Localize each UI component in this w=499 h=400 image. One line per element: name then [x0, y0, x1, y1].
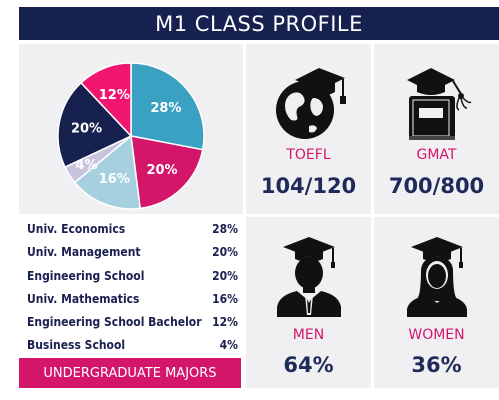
- pie-slice-label: 16%: [99, 172, 130, 187]
- women-label: WOMEN: [408, 327, 465, 343]
- legend-row: Univ. Economics 28%: [27, 218, 238, 241]
- legend-value: 16%: [212, 291, 238, 306]
- gmat-label: GMAT: [416, 147, 457, 163]
- toefl-value: 104/120: [260, 174, 357, 198]
- pie-slice-label: 20%: [146, 163, 177, 178]
- pie-slice: [130, 135, 204, 210]
- pie-slice: [130, 62, 205, 151]
- legend-label: Univ. Management: [27, 245, 141, 260]
- legend-row: Univ. Mathematics 16%: [27, 288, 238, 311]
- legend-value: 12%: [212, 315, 238, 330]
- pie-slice-label: 12%: [99, 88, 130, 103]
- legend-label: Univ. Mathematics: [27, 291, 140, 306]
- book-graduation-cap-icon: [406, 68, 472, 140]
- majors-legend: Univ. Economics 28% Univ. Management 20%…: [27, 218, 238, 358]
- pie-slice-label: 28%: [150, 101, 181, 116]
- legend-value: 20%: [212, 268, 238, 283]
- legend-row: Univ. Management 20%: [27, 241, 238, 264]
- majors-caption-bar: UNDERGRADUATE MAJORS: [19, 358, 241, 388]
- legend-row: Business School 4%: [27, 334, 238, 357]
- legend-row: Engineering School Bachelor 12%: [27, 311, 238, 334]
- majors-caption: UNDERGRADUATE MAJORS: [43, 365, 217, 381]
- legend-value: 4%: [219, 338, 238, 353]
- women-panel: WOMEN 36%: [374, 217, 499, 388]
- toefl-panel: TOEFL 104/120: [246, 44, 371, 214]
- legend-value: 28%: [212, 222, 238, 236]
- toefl-label: TOEFL: [286, 147, 331, 163]
- pie-slice: [57, 81, 133, 169]
- legend-label: Univ. Economics: [27, 222, 126, 236]
- pie-slice: [73, 134, 141, 210]
- gmat-panel: GMAT 700/800: [374, 44, 499, 214]
- pie-slice: [79, 62, 132, 138]
- pie-chart-panel: 28% 20% 16% 4% 20% 12%: [19, 44, 243, 214]
- legend-label: Business School: [27, 338, 126, 353]
- men-panel: MEN 64%: [246, 217, 371, 388]
- legend-label: Engineering School Bachelor: [27, 315, 202, 330]
- legend-label: Engineering School: [27, 268, 145, 283]
- men-value: 64%: [283, 353, 334, 377]
- women-value: 36%: [411, 353, 462, 377]
- gmat-value: 700/800: [388, 174, 485, 198]
- pie-slice-label: 20%: [71, 122, 102, 137]
- pie-slice-label: 4%: [76, 158, 98, 173]
- legend-row: Engineering School 20%: [27, 265, 238, 288]
- title-banner: M1 CLASS PROFILE: [19, 7, 499, 40]
- male-graduate-icon: [276, 237, 341, 317]
- majors-pie-chart: 28% 20% 16%4% 20% 12%: [57, 62, 205, 210]
- page-title: M1 CLASS PROFILE: [155, 11, 363, 36]
- globe-graduation-cap-icon: [275, 68, 346, 139]
- female-graduate-icon: [406, 237, 467, 317]
- men-label: MEN: [292, 327, 325, 343]
- legend-value: 20%: [212, 245, 238, 260]
